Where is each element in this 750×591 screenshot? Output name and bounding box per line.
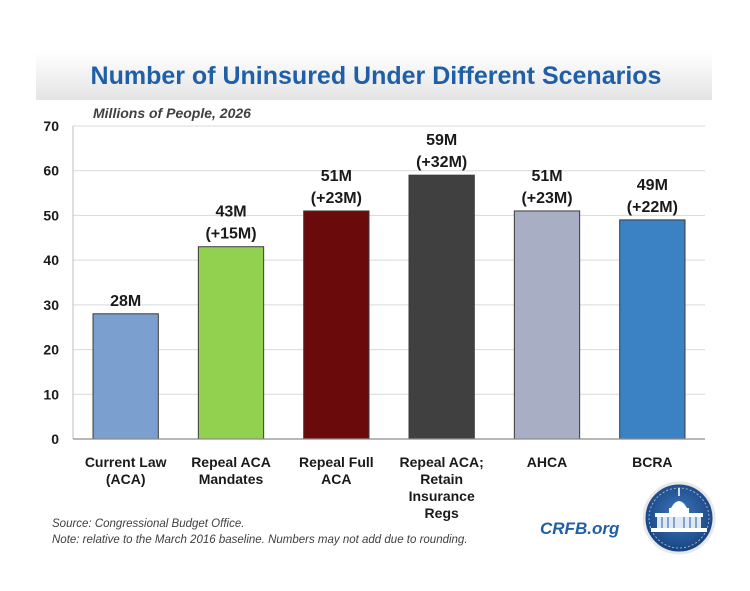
category-label: Repeal ACA; — [400, 454, 484, 470]
data-label: 51M — [321, 168, 352, 185]
category-label: Repeal ACA — [191, 454, 271, 470]
category-label: BCRA — [632, 454, 672, 470]
bar — [408, 174, 475, 440]
category-label: Repeal Full — [299, 454, 374, 470]
data-label: 59M — [426, 132, 457, 149]
data-label: (+15M) — [205, 226, 256, 243]
gridlines — [73, 125, 705, 395]
y-tick-label: 70 — [43, 118, 59, 134]
category-label: AHCA — [527, 454, 567, 470]
bar — [197, 246, 265, 440]
y-tick-label: 20 — [43, 342, 59, 358]
category-label: Retain — [420, 471, 463, 487]
y-tick-label: 10 — [43, 386, 59, 402]
data-label: 49M — [637, 177, 668, 194]
y-tick-label: 60 — [43, 163, 59, 179]
capitol-seal-logo — [642, 481, 716, 555]
bar — [513, 210, 581, 440]
category-label: Current Law — [85, 454, 167, 470]
category-label: (ACA) — [106, 471, 146, 487]
category-label: Insurance — [409, 488, 475, 504]
data-label: 28M — [110, 293, 141, 310]
chart-subtitle: Millions of People, 2026 — [93, 105, 251, 121]
data-label: (+32M) — [416, 154, 467, 171]
y-tick-label: 0 — [51, 431, 59, 447]
bars — [92, 174, 686, 440]
y-axis-ticks: 0 10 20 30 40 50 60 70 — [43, 118, 59, 447]
bar — [303, 210, 370, 440]
category-label: Regs — [425, 505, 459, 521]
y-tick-label: 30 — [43, 297, 59, 313]
source-note: Source: Congressional Budget Office. — [52, 518, 244, 530]
chart-title: Number of Uninsured Under Different Scen… — [91, 62, 662, 90]
data-label: (+22M) — [627, 199, 678, 216]
brand-text: CRFB.org — [540, 519, 620, 538]
data-label: (+23M) — [311, 190, 362, 207]
y-tick-label: 50 — [43, 207, 59, 223]
data-label: 43M — [215, 204, 246, 221]
title-band — [36, 52, 712, 100]
data-labels: 28M 43M (+15M) 51M (+23M) 59M (+32M) 51M (+23M) 4… — [110, 132, 678, 310]
baseline-note: Note: relative to the March 2016 baselin… — [52, 534, 468, 546]
bar — [92, 313, 159, 440]
category-label: Mandates — [199, 471, 264, 487]
bar — [619, 219, 686, 440]
data-label: 51M — [531, 168, 562, 185]
category-label: ACA — [321, 471, 351, 487]
y-tick-label: 40 — [43, 252, 59, 268]
data-label: (+23M) — [521, 190, 572, 207]
